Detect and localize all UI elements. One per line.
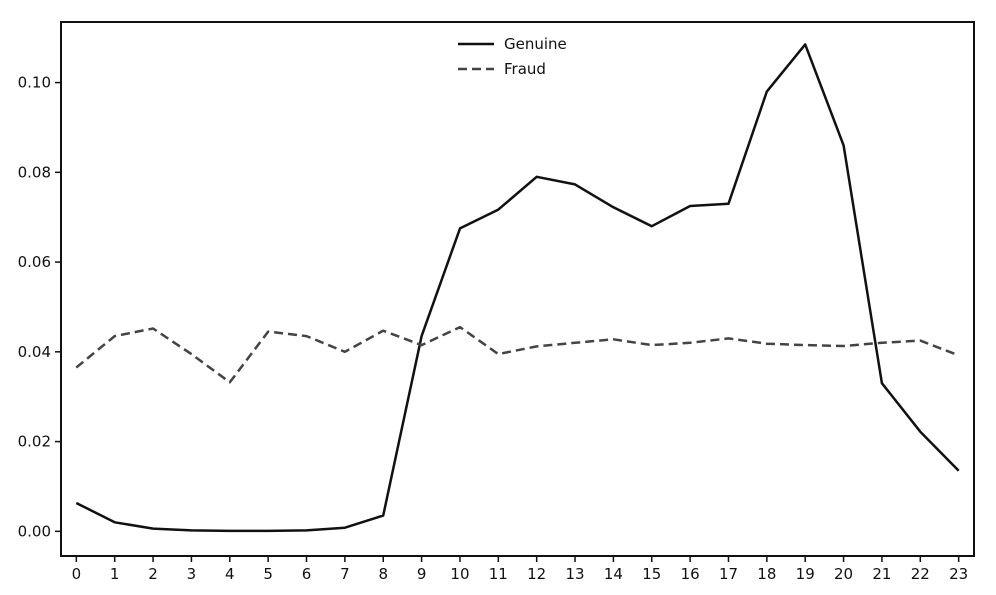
- y-tick-label: 0.06: [18, 253, 51, 271]
- legend-label-fraud: Fraud: [504, 60, 546, 78]
- x-tick-label: 9: [417, 565, 427, 583]
- x-tick-label: 13: [565, 565, 584, 583]
- x-tick-label: 21: [872, 565, 891, 583]
- x-tick-label: 6: [302, 565, 312, 583]
- x-tick-label: 10: [450, 565, 469, 583]
- series-layer: [75, 43, 960, 533]
- x-tick-label: 14: [604, 565, 623, 583]
- x-tick-label: 1: [110, 565, 120, 583]
- x-tick-label: 0: [72, 565, 82, 583]
- x-tick-label: 2: [148, 565, 158, 583]
- x-tick-label: 19: [796, 565, 815, 583]
- x-tick-label: 22: [911, 565, 930, 583]
- x-tick-label: 18: [757, 565, 776, 583]
- x-tick-label: 3: [187, 565, 197, 583]
- plot-frame: [60, 21, 975, 557]
- y-axis-ticks: 0.00 0.02 0.04 0.06 0.08 0.10: [18, 74, 61, 540]
- x-axis-ticks: 0 1 2 3 4 5 6 7 8 9 10 11 12 13 14 15 16 17 18 19 20 21 22 23: [72, 556, 968, 583]
- x-tick-label: 7: [340, 565, 350, 583]
- series-line-genuine: [75, 43, 960, 533]
- x-tick-label: 5: [263, 565, 273, 583]
- x-tick-label: 15: [642, 565, 661, 583]
- x-tick-label: 4: [225, 565, 235, 583]
- x-tick-label: 16: [681, 565, 700, 583]
- x-tick-label: 17: [719, 565, 738, 583]
- y-tick-label: 0.10: [18, 74, 51, 92]
- legend-label-genuine: Genuine: [504, 35, 567, 53]
- series-line-fraud: [75, 325, 960, 384]
- x-tick-label: 8: [378, 565, 388, 583]
- x-tick-label: 12: [527, 565, 546, 583]
- x-tick-label: 11: [489, 565, 508, 583]
- y-tick-label: 0.02: [18, 433, 51, 451]
- legend: Genuine Fraud: [458, 35, 567, 78]
- y-tick-label: 0.08: [18, 163, 51, 181]
- y-tick-label: 0.04: [18, 343, 51, 361]
- x-tick-label: 20: [834, 565, 853, 583]
- x-tick-label: 23: [949, 565, 968, 583]
- y-tick-label: 0.00: [18, 522, 51, 540]
